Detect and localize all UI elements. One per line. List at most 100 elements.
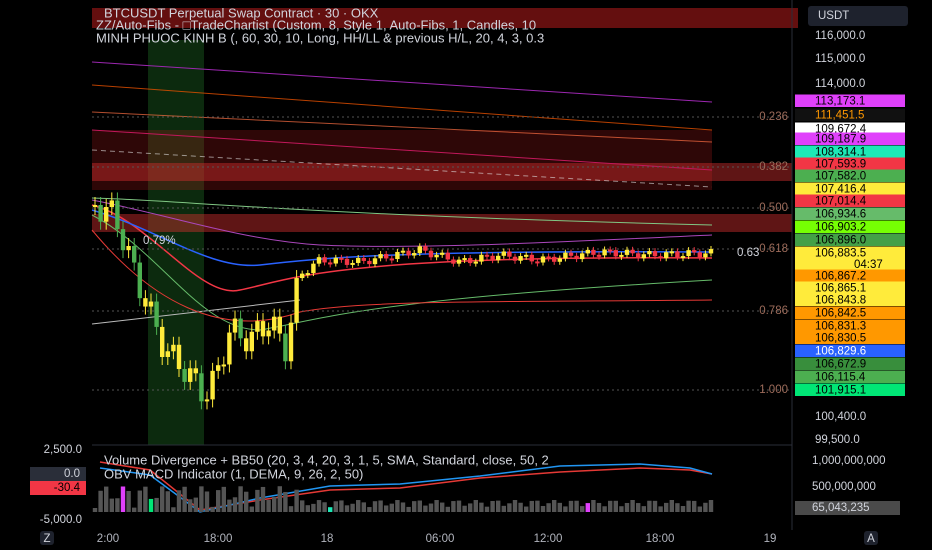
price-tag — [795, 122, 905, 135]
volume-bar — [311, 503, 316, 512]
zone — [92, 130, 712, 190]
volume-bar — [591, 500, 596, 512]
volume-bar — [468, 503, 473, 512]
candle-body — [300, 273, 305, 279]
price-tag — [795, 157, 905, 170]
candle-body — [540, 256, 546, 263]
volume-bar — [580, 506, 585, 512]
price-tag-label: 101,915.1 — [815, 385, 866, 397]
volume-bar — [188, 499, 193, 512]
volume-bar — [552, 500, 557, 512]
scale-button-label[interactable]: A — [867, 533, 875, 545]
price-tag — [795, 383, 905, 396]
volume-bar — [98, 490, 103, 512]
scale-button[interactable] — [864, 531, 878, 545]
osc-tag-label: -30.4 — [54, 482, 81, 494]
volume-bar — [137, 490, 142, 512]
volume-bar — [176, 490, 182, 512]
volume-bar — [440, 502, 445, 512]
price-tag-label: 107,582.0 — [815, 171, 866, 183]
volume-bar — [216, 490, 221, 512]
candle-body — [479, 254, 484, 262]
candle-body — [535, 261, 540, 264]
candle-body — [316, 257, 322, 264]
candle-body — [367, 260, 372, 265]
candle-body — [288, 322, 294, 362]
volume-bar — [305, 505, 310, 512]
volume-bar — [148, 498, 154, 512]
price-tag — [795, 344, 905, 357]
volume-bar — [204, 491, 210, 512]
volume-bar — [283, 491, 288, 512]
candle-body — [322, 257, 327, 263]
moving-average — [91, 209, 713, 267]
volume-bar — [507, 503, 512, 512]
volume-bar — [378, 500, 383, 512]
volume-bar — [288, 506, 294, 512]
currency-button[interactable] — [808, 6, 908, 26]
candle-body — [333, 257, 338, 264]
price-tag — [795, 220, 905, 233]
volume-bar — [272, 496, 277, 512]
price-tick-label: 116,000.0 — [815, 30, 865, 42]
candle-body — [501, 251, 506, 256]
candle-body — [244, 338, 249, 352]
moving-average — [91, 197, 713, 226]
candle-body — [580, 253, 585, 260]
price-tag-label: 109,187.9 — [815, 134, 866, 146]
volume-tick-label: 1,000,000,000 — [812, 455, 886, 467]
price-tag — [795, 269, 905, 282]
volume-bar — [434, 500, 439, 512]
price-tag — [795, 145, 905, 158]
volume-bar — [529, 500, 534, 512]
volume-bar — [367, 507, 372, 512]
candle-body — [199, 373, 204, 402]
candle-body — [473, 261, 478, 264]
price-tag — [795, 370, 905, 383]
volume-bar — [417, 500, 422, 512]
price-tag-label: 107,593.9 — [815, 159, 866, 171]
price-tick-label: 115,000.0 — [815, 53, 865, 65]
fib-label: 0.618 — [759, 243, 788, 255]
volume-bar — [255, 489, 260, 512]
candle-body — [630, 249, 635, 254]
price-tag-label: 108,314.1 — [815, 147, 866, 159]
volume-bar — [664, 502, 669, 512]
volume-bar — [652, 500, 658, 512]
candle-body — [283, 333, 288, 362]
candle-body — [680, 256, 686, 259]
candle-body — [171, 344, 176, 352]
candle-body — [529, 254, 534, 262]
candle-body — [154, 301, 159, 327]
volume-bar — [300, 500, 305, 512]
volume-bar — [322, 502, 327, 512]
candle-body — [232, 318, 238, 333]
currency[interactable]: USDT — [818, 10, 849, 22]
volume-bar — [160, 486, 165, 512]
volume-bar — [165, 491, 170, 512]
price-tick-label: 100,400.0 — [815, 411, 866, 423]
scale-button-label[interactable]: Z — [43, 533, 50, 545]
fib-label: 1.000 — [759, 384, 788, 396]
trend-line — [91, 129, 713, 171]
volume-bar — [563, 506, 568, 512]
scale-button[interactable] — [40, 531, 54, 545]
header-indicator: MINH PHUOC KINH B (, 60, 30, 10, Long, H… — [96, 30, 544, 45]
price-tag — [795, 306, 905, 319]
candle-body — [176, 344, 182, 370]
volume-bar — [624, 502, 630, 512]
volume-bar — [451, 501, 456, 512]
volume-bar — [501, 505, 506, 512]
volume-bar — [294, 489, 299, 512]
candle-body — [182, 369, 187, 382]
price-tag — [795, 246, 905, 271]
time-tick-label: 06:00 — [426, 533, 455, 545]
volume-bar — [669, 500, 674, 512]
candle-body — [423, 246, 428, 251]
candle-body — [708, 249, 714, 254]
candle-body — [305, 273, 310, 276]
price-tag — [795, 132, 905, 145]
time-tick-label: 2:00 — [97, 533, 119, 545]
candle-body — [636, 253, 641, 259]
price-tag — [795, 108, 905, 121]
